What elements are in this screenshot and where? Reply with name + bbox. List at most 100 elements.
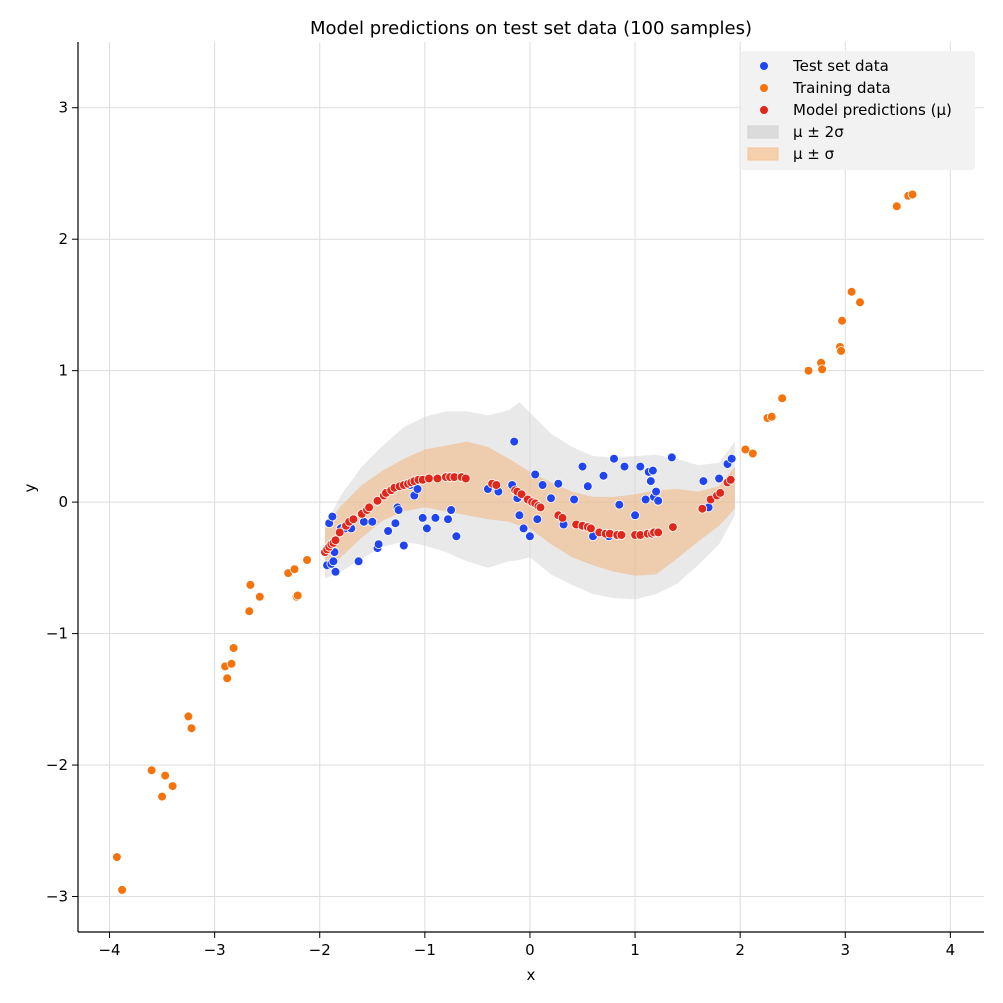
training-point: [302, 555, 312, 565]
prediction-point: [653, 527, 663, 538]
x-tick-label: −1: [414, 941, 436, 959]
x-tick-label: −3: [204, 941, 226, 959]
training-point: [146, 765, 157, 776]
prediction-point: [460, 473, 471, 484]
training-point: [167, 781, 178, 791]
y-tick-label: −3: [46, 888, 68, 906]
legend-marker: [760, 84, 768, 92]
training-point: [112, 852, 122, 862]
test-point: [514, 510, 525, 521]
legend-label: μ ± σ: [793, 145, 835, 163]
x-tick-label: 0: [525, 941, 535, 959]
test-point: [359, 516, 369, 527]
y-tick-label: −1: [46, 625, 68, 643]
legend-swatch: [747, 147, 779, 161]
test-point: [367, 516, 378, 527]
y-tick-label: 3: [58, 99, 68, 117]
test-point: [330, 566, 341, 577]
test-point: [726, 453, 737, 464]
y-axis-label: y: [21, 483, 39, 492]
training-point: [228, 643, 239, 653]
prediction-point: [697, 503, 708, 514]
prediction-point: [491, 480, 502, 490]
training-point: [846, 286, 857, 297]
training-point: [183, 711, 194, 722]
training-point: [837, 315, 847, 326]
prediction-point: [557, 513, 568, 523]
training-point: [803, 365, 814, 376]
legend: Test set data Training data Model predicti…: [741, 51, 975, 170]
training-point: [766, 411, 777, 422]
y-tick-label: 0: [58, 493, 68, 511]
prediction-point: [586, 523, 596, 534]
test-point: [609, 453, 619, 464]
test-point: [598, 470, 609, 481]
prediction-point: [725, 474, 736, 485]
prediction-point: [432, 473, 443, 484]
training-point: [226, 658, 237, 669]
test-point: [651, 486, 661, 497]
prediction-point: [364, 502, 374, 513]
test-point: [653, 495, 663, 506]
legend-label: Test set data: [792, 57, 889, 75]
test-point: [518, 523, 529, 534]
legend-label: μ ± 2σ: [793, 123, 844, 141]
training-point: [254, 591, 265, 602]
training-point: [747, 448, 758, 459]
chart-title: Model predictions on test set data (100 …: [310, 18, 752, 39]
test-point: [398, 540, 409, 551]
prediction-point: [334, 527, 345, 538]
tick-labels: −4 −3 −2 −1 0 1 2 3 4 −3 −2 −1 0 1 2 3: [46, 99, 955, 959]
test-point: [422, 523, 432, 534]
x-tick-label: 3: [840, 941, 850, 959]
test-point: [666, 452, 677, 463]
legend-box: [741, 51, 975, 170]
test-point: [635, 461, 646, 472]
training-point: [740, 444, 751, 455]
test-point: [390, 518, 401, 528]
test-point: [328, 556, 339, 567]
training-point: [907, 189, 918, 200]
prediction-point: [535, 502, 546, 513]
training-point: [855, 297, 865, 308]
x-tick-label: 4: [946, 941, 956, 959]
y-tick-label: 2: [58, 230, 68, 248]
test-point: [619, 461, 630, 472]
prediction-point: [516, 489, 527, 500]
prediction-point: [616, 530, 627, 540]
prediction-point: [668, 522, 678, 532]
x-tick-label: −4: [98, 941, 120, 959]
training-point: [289, 564, 300, 574]
test-point: [645, 476, 656, 486]
test-point: [532, 514, 543, 524]
training-point: [836, 346, 846, 356]
test-point: [446, 505, 456, 515]
prediction-point: [372, 495, 383, 506]
prediction-point: [330, 535, 341, 545]
legend-marker: [760, 62, 768, 70]
training-point: [157, 791, 167, 802]
legend-label: Model predictions (μ): [793, 101, 952, 119]
test-point: [553, 478, 564, 489]
training-point: [244, 606, 255, 616]
test-point: [582, 481, 593, 492]
test-point: [393, 505, 404, 515]
prediction-point: [348, 514, 359, 524]
training-point: [222, 673, 233, 684]
test-point: [648, 465, 658, 476]
test-point: [525, 531, 535, 542]
test-point: [443, 514, 453, 524]
training-point: [117, 885, 127, 895]
test-point: [569, 494, 579, 505]
test-point: [383, 526, 393, 536]
test-point: [373, 539, 384, 549]
training-point: [777, 393, 787, 404]
legend-marker: [760, 106, 768, 114]
test-point: [537, 480, 548, 490]
training-point: [160, 770, 171, 781]
test-point: [614, 499, 625, 510]
training-point: [292, 590, 303, 601]
training-point: [245, 580, 256, 590]
test-point: [430, 513, 441, 523]
